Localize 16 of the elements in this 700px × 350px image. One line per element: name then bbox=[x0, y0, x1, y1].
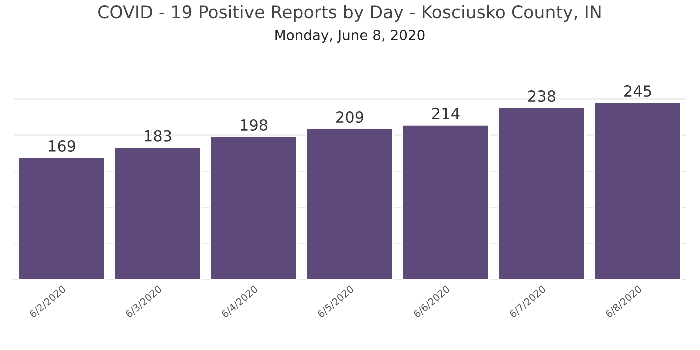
bar bbox=[18, 157, 106, 280]
bar bbox=[306, 128, 394, 280]
data-label: 198 bbox=[241, 119, 268, 132]
chart-subtitle: Monday, June 8, 2020 bbox=[276, 30, 425, 44]
bar bbox=[498, 107, 586, 280]
chart-title: COVID - 19 Positive Reports by Day - Kosciusko County, IN bbox=[98, 5, 601, 22]
data-label: 183 bbox=[145, 130, 172, 142]
data-label: 209 bbox=[336, 112, 364, 124]
data-label: 169 bbox=[49, 140, 76, 152]
bar bbox=[210, 136, 298, 280]
bar bbox=[594, 102, 682, 280]
bar bbox=[114, 146, 202, 280]
data-label: 245 bbox=[624, 85, 652, 98]
bar bbox=[402, 124, 490, 280]
data-label: 238 bbox=[528, 90, 556, 102]
data-label: 214 bbox=[432, 108, 460, 120]
